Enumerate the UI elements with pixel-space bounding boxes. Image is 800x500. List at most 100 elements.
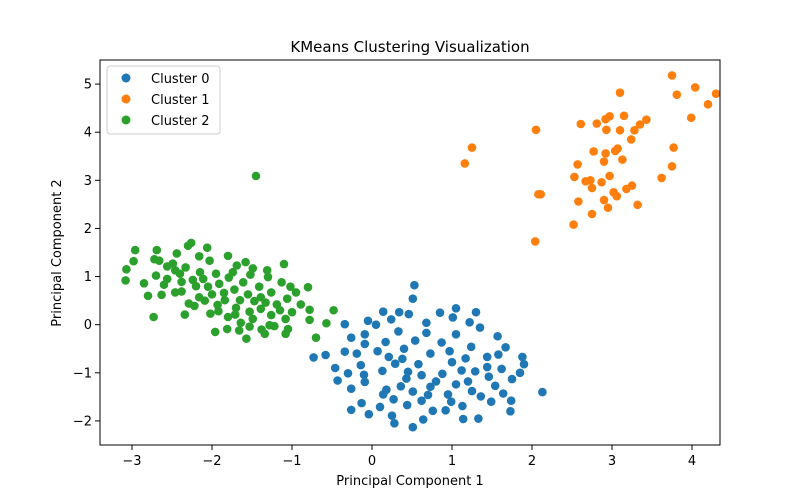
cluster-1-point [615,88,625,98]
cluster-0-point [408,294,418,304]
cluster-1-point [587,209,597,219]
x-tick-label: 1 [448,454,456,469]
y-tick-label: −2 [73,414,92,429]
cluster-2-point [281,329,290,339]
cluster-1-point [711,89,721,98]
cluster-2-point [291,288,301,297]
cluster-0-point [309,353,318,362]
cluster-2-point [275,305,285,315]
cluster-2-point [195,267,205,277]
cluster-0-point [414,359,423,369]
cluster-0-point [441,406,450,415]
cluster-1-point [672,90,682,99]
cluster-0-point [519,359,529,369]
cluster-0-point [422,328,431,338]
cluster-0-point [418,415,428,424]
cluster-0-point [490,381,500,391]
y-tick-label: 2 [84,222,92,237]
cluster-1-point [603,203,613,213]
cluster-1-point [690,83,700,92]
cluster-0-point [445,346,454,356]
cluster-0-point [422,318,431,328]
cluster-0-point [387,411,397,420]
cluster-0-point [398,354,407,364]
cluster-2-point [222,324,232,334]
cluster-2-point [250,296,259,306]
cluster-0-point [451,380,461,389]
cluster-0-point [461,354,470,363]
cluster-0-point [515,368,525,378]
legend-label-cluster-0: Cluster 0 [151,72,210,87]
cluster-2-point [248,314,258,324]
cluster-0-point [333,376,342,385]
cluster-0-point [466,342,476,352]
cluster-2-point [186,238,196,248]
x-axis: −3 −2 −1 0 1 2 3 4 [122,445,696,469]
cluster-0-point [359,370,369,380]
cluster-1-point [669,143,678,152]
cluster-1-point [612,191,622,201]
cluster-0-point [378,390,388,399]
cluster-1-point [587,183,597,193]
cluster-0-point [458,414,468,424]
cluster-0-point [426,349,435,358]
cluster-1-point [610,146,620,156]
cluster-0-point [363,316,373,326]
cluster-0-point [428,406,438,416]
cluster-2-point [220,295,230,305]
cluster-1-point [686,113,696,123]
cluster-0-point [410,280,419,290]
cluster-0-point [498,389,508,398]
x-tick-label: 3 [608,454,616,469]
cluster-0-point [493,331,502,341]
cluster-1-point [615,125,625,135]
cluster-0-point [408,387,418,396]
cluster-0-point [390,359,400,368]
cluster-2-point [263,272,273,282]
cluster-0-point [404,309,414,319]
cluster-2-point [245,322,254,331]
cluster-2-point [170,266,180,275]
cluster-2-point [130,245,140,255]
x-tick-label: −2 [202,454,221,469]
cluster-0-point [484,372,494,381]
cluster-1-point [589,147,598,156]
cluster-2-point [223,251,233,261]
cluster-1-point [536,189,546,199]
cluster-2-point [214,306,223,316]
cluster-0-point [390,419,399,428]
cluster-0-point [360,377,370,387]
cluster-2-point [254,282,264,291]
cluster-1-point [605,171,614,181]
cluster-2-point [213,300,222,310]
cluster-0-point [394,327,403,336]
y-tick-label: 1 [84,270,92,285]
cluster-1-point [667,162,677,171]
cluster-0-point [518,352,527,362]
cluster-0-point [458,401,467,411]
y-tick-label: −1 [73,366,92,381]
cluster-0-point [403,367,413,377]
cluster-1-point [467,143,477,152]
cluster-1-point [633,200,642,210]
cluster-0-point [378,307,388,316]
cluster-0-point [448,313,458,322]
cluster-2-point [303,282,313,292]
cluster-1-point [530,237,540,246]
cluster-2-point [251,171,261,181]
cluster-1-point [599,195,609,205]
cluster-2-point [194,252,204,261]
cluster-1-point [601,149,610,158]
cluster-2-point [311,333,321,342]
cluster-2-point [256,304,266,314]
cluster-0-point [360,330,370,339]
legend: Cluster 0 Cluster 1 Cluster 2 [106,65,221,135]
y-tick-label: 5 [84,78,92,93]
cluster-0-point [381,337,390,347]
x-tick-label: 4 [688,454,696,469]
cluster-2-point [266,288,276,297]
cluster-2-point [234,326,244,335]
y-axis-label: Principal Component 2 [50,179,65,326]
x-tick-label: 2 [528,454,536,469]
cluster-0-point [486,397,496,406]
